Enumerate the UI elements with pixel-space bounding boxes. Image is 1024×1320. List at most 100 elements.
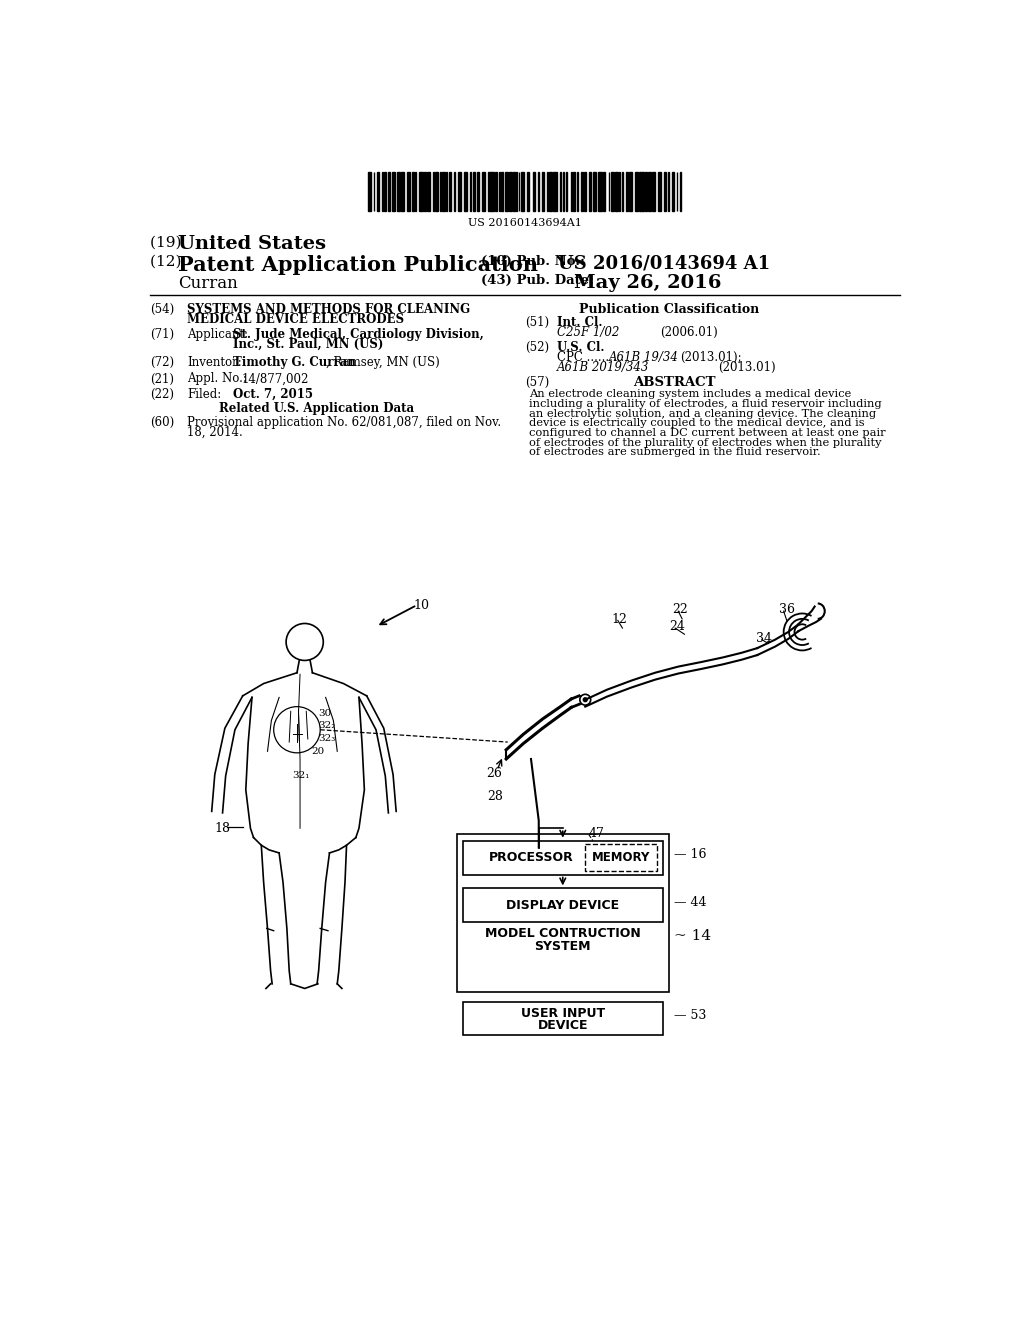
Bar <box>566 172 567 211</box>
Bar <box>585 172 586 211</box>
Bar <box>640 172 643 211</box>
Text: (10) Pub. No.:: (10) Pub. No.: <box>480 255 585 268</box>
Text: Patent Application Publication: Patent Application Publication <box>178 255 539 275</box>
Text: 12: 12 <box>611 612 628 626</box>
Bar <box>392 172 394 211</box>
Text: A61B 2019/343: A61B 2019/343 <box>557 360 649 374</box>
Bar <box>614 172 617 211</box>
Text: SYSTEM: SYSTEM <box>535 940 591 953</box>
Text: 18: 18 <box>215 822 230 836</box>
Text: Applicant:: Applicant: <box>187 327 248 341</box>
Text: (43) Pub. Date:: (43) Pub. Date: <box>480 275 594 286</box>
Text: device is electrically coupled to the medical device, and is: device is electrically coupled to the me… <box>528 418 864 428</box>
Text: including a plurality of electrodes, a fluid reservoir including: including a plurality of electrodes, a f… <box>528 399 882 409</box>
Text: 22: 22 <box>672 603 688 616</box>
Text: (60): (60) <box>150 416 174 429</box>
Text: Curran: Curran <box>178 276 239 293</box>
Bar <box>470 172 471 211</box>
Bar <box>554 172 557 211</box>
Bar <box>513 172 515 211</box>
Text: (71): (71) <box>150 327 174 341</box>
Text: A61B 19/34: A61B 19/34 <box>608 351 678 364</box>
Bar <box>585 843 656 871</box>
Bar <box>464 172 467 211</box>
Bar <box>672 172 675 211</box>
Text: (2013.01): (2013.01) <box>719 360 776 374</box>
Bar <box>645 172 647 211</box>
Text: St. Jude Medical, Cardiology Division,: St. Jude Medical, Cardiology Division, <box>233 327 484 341</box>
Text: (19): (19) <box>150 235 186 249</box>
Bar <box>384 172 386 211</box>
Bar <box>589 172 591 211</box>
Bar <box>420 172 423 211</box>
Text: U.S. Cl.: U.S. Cl. <box>557 341 605 354</box>
Text: Inventor:: Inventor: <box>187 356 242 370</box>
Text: May 26, 2016: May 26, 2016 <box>573 275 721 292</box>
Text: 18, 2014.: 18, 2014. <box>187 425 243 438</box>
Bar <box>458 172 461 211</box>
Text: Oct. 7, 2015: Oct. 7, 2015 <box>233 388 313 401</box>
Text: (57): (57) <box>524 376 549 388</box>
Bar <box>501 172 503 211</box>
Text: Related U.S. Application Data: Related U.S. Application Data <box>219 403 415 416</box>
Bar <box>648 172 651 211</box>
Text: 32₃: 32₃ <box>317 734 335 743</box>
Bar <box>629 172 632 211</box>
Text: (2006.01): (2006.01) <box>660 326 718 339</box>
Text: MODEL CONTRUCTION: MODEL CONTRUCTION <box>485 927 641 940</box>
Text: 36: 36 <box>779 603 795 616</box>
Text: An electrode cleaning system includes a medical device: An electrode cleaning system includes a … <box>528 389 851 400</box>
Bar <box>509 172 512 211</box>
Text: an electrolytic solution, and a cleaning device. The cleaning: an electrolytic solution, and a cleaning… <box>528 409 876 418</box>
Text: 32₁: 32₁ <box>292 771 309 780</box>
Bar <box>603 172 605 211</box>
Bar <box>427 172 430 211</box>
Bar <box>495 172 497 211</box>
Text: (22): (22) <box>150 388 174 401</box>
Text: ~ 14: ~ 14 <box>674 929 711 942</box>
Text: MEDICAL DEVICE ELECTRODES: MEDICAL DEVICE ELECTRODES <box>187 313 404 326</box>
Text: PROCESSOR: PROCESSOR <box>488 851 573 865</box>
Text: (72): (72) <box>150 356 174 370</box>
Bar <box>424 172 426 211</box>
Bar <box>505 172 508 211</box>
Bar <box>577 172 579 211</box>
Bar <box>442 172 445 211</box>
Text: (51): (51) <box>524 317 549 329</box>
Text: (2013.01);: (2013.01); <box>680 351 741 364</box>
Text: Filed:: Filed: <box>187 388 221 401</box>
Bar <box>482 172 484 211</box>
Bar <box>593 172 596 211</box>
Text: 26: 26 <box>486 767 502 780</box>
Bar <box>463 888 663 923</box>
Text: — 53: — 53 <box>674 1008 706 1022</box>
Bar <box>542 172 544 211</box>
Text: 32₂: 32₂ <box>317 721 335 730</box>
Text: (54): (54) <box>150 304 174 317</box>
Text: United States: United States <box>178 235 327 253</box>
Text: 30: 30 <box>317 709 331 718</box>
Bar <box>377 172 379 211</box>
Text: of electrodes of the plurality of electrodes when the plurality: of electrodes of the plurality of electr… <box>528 437 882 447</box>
Bar <box>439 172 441 211</box>
Text: 47: 47 <box>589 826 604 840</box>
Text: 10: 10 <box>414 599 429 612</box>
Bar <box>463 1002 663 1035</box>
Bar <box>521 172 524 211</box>
Bar <box>563 172 564 211</box>
Bar <box>664 172 666 211</box>
Text: ABSTRACT: ABSTRACT <box>633 376 716 388</box>
Bar <box>415 172 417 211</box>
Circle shape <box>584 698 587 702</box>
Bar <box>560 172 561 211</box>
Text: 24: 24 <box>669 620 685 634</box>
Bar <box>463 841 663 874</box>
Bar <box>598 172 601 211</box>
Bar <box>652 172 655 211</box>
Text: US 20160143694A1: US 20160143694A1 <box>468 218 582 228</box>
Bar <box>388 172 390 211</box>
Bar <box>549 172 552 211</box>
Bar <box>658 172 662 211</box>
Text: Int. Cl.: Int. Cl. <box>557 317 603 329</box>
Bar <box>611 172 614 211</box>
